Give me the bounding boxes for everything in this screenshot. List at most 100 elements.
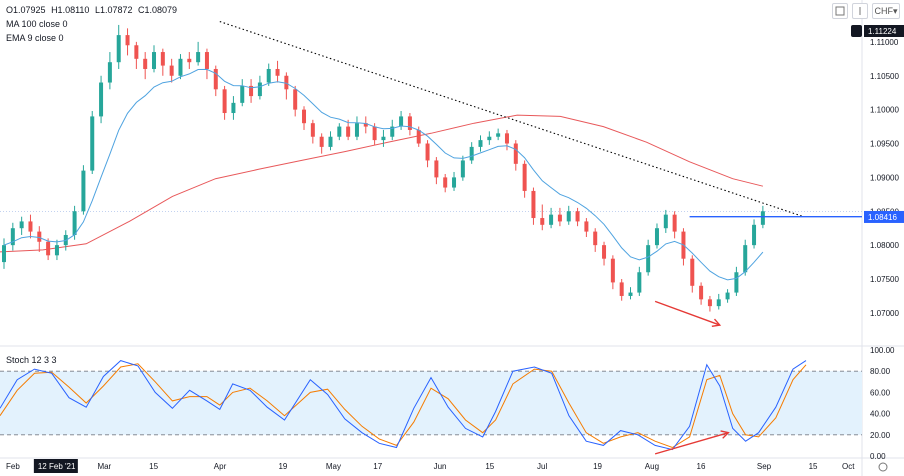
candle-body <box>178 58 183 76</box>
candle-body <box>266 68 271 83</box>
stoch-d-line <box>0 363 807 449</box>
candle-body <box>690 258 695 286</box>
candle-body <box>540 218 545 225</box>
candle-body <box>90 116 95 171</box>
x-tick-label: Jun <box>434 462 447 471</box>
candle-body <box>284 75 289 90</box>
candle-body <box>443 177 448 188</box>
candle-body <box>169 65 174 76</box>
x-tick-label: 15 <box>485 462 494 471</box>
x-tick-label: 19 <box>593 462 602 471</box>
candle-body <box>434 160 439 178</box>
candle-body <box>734 272 739 293</box>
candle-body <box>584 221 589 232</box>
candle-body <box>416 129 421 144</box>
x-tick-label: Sep <box>757 462 772 471</box>
ohlc-legend: O1.07925 H1.08110 L1.07872 C1.08079 <box>6 5 180 15</box>
candle-body <box>354 123 359 137</box>
stoch-tick-label: 80.00 <box>870 367 891 376</box>
price-divergence-arrow-head <box>711 318 722 327</box>
stoch-tick-label: 20.00 <box>870 431 891 440</box>
candle-body <box>760 211 765 225</box>
eye-icon-glyph <box>835 6 845 16</box>
candle-body <box>231 102 236 114</box>
stoch-divergence-arrow-shaft <box>654 432 729 455</box>
stoch-band <box>0 371 862 435</box>
candle-body <box>725 292 730 300</box>
stoch-divergence-arrow-head <box>720 430 730 439</box>
candle-body <box>160 52 165 66</box>
currency-button[interactable]: CHF▾ <box>872 3 900 19</box>
candle-body <box>143 58 148 69</box>
top-price-tag-icon <box>851 25 862 37</box>
candle-body <box>743 245 748 273</box>
x-tick-label: Apr <box>214 462 227 471</box>
x-tick-label: 15 <box>809 462 818 471</box>
eye-icon[interactable] <box>832 3 848 19</box>
price-tick-label: 1.10500 <box>870 72 899 81</box>
stoch-legend[interactable]: Stoch 12 3 3 <box>6 355 57 365</box>
candle-body <box>637 272 642 293</box>
candle-body <box>487 136 492 141</box>
candle-body <box>646 245 651 273</box>
price-divergence-arrow-shaft <box>654 300 721 326</box>
candle-body <box>10 228 15 246</box>
candle-body <box>699 285 704 300</box>
candle-body <box>302 109 307 124</box>
price-tick-label: 1.07000 <box>870 309 899 318</box>
stoch-tick-label: 100.00 <box>870 346 895 355</box>
stoch-tick-label: 60.00 <box>870 388 891 397</box>
stoch-k-line <box>0 360 807 451</box>
candle-body <box>663 214 668 229</box>
x-tick-label: Aug <box>645 462 659 471</box>
price-tick-label: 1.07500 <box>870 275 899 284</box>
candle-body <box>460 160 465 178</box>
candle-body <box>390 126 395 137</box>
candle-body <box>28 221 33 232</box>
candle-body <box>187 58 192 63</box>
ma100-line <box>0 114 764 253</box>
candle-body <box>610 258 615 283</box>
candle-body <box>504 133 509 144</box>
x-tick-label: Oct <box>842 462 855 471</box>
x-tick-label: 15 <box>149 462 158 471</box>
candle-body <box>628 292 633 296</box>
ohlc-low: L1.07872 <box>94 5 133 15</box>
lock-icon[interactable] <box>852 3 868 19</box>
x-tick-highlight <box>33 459 78 473</box>
candle-body <box>346 126 351 137</box>
candle-body <box>257 82 262 97</box>
candle-body <box>549 214 554 225</box>
x-tick-label: Feb <box>6 462 20 471</box>
x-tick-label: 16 <box>697 462 706 471</box>
x-tick-label: Mar <box>97 462 111 471</box>
candle-body <box>54 245 59 256</box>
ma-legend[interactable]: MA 100 close 0 <box>6 19 68 29</box>
ema9-line <box>3 68 764 281</box>
top-price-tag <box>864 25 904 37</box>
candle-body <box>107 62 112 83</box>
x-tick-label: 19 <box>278 462 287 471</box>
candle-body <box>496 133 501 137</box>
candle-body <box>328 136 333 147</box>
candle-body <box>81 170 86 212</box>
ema-legend[interactable]: EMA 9 close 0 <box>6 33 64 43</box>
candle-body <box>213 68 218 90</box>
price-tick-label: 1.10000 <box>870 106 899 115</box>
candle-body <box>602 245 607 259</box>
candle-body <box>152 52 157 69</box>
candle-body <box>72 211 77 235</box>
current-price-label: 1.08416 <box>868 213 897 222</box>
candle-body <box>619 282 624 296</box>
candle-body <box>46 241 51 256</box>
candle-body <box>310 123 315 137</box>
candle-body <box>116 35 121 63</box>
candle-body <box>399 116 404 127</box>
candle-body <box>425 143 430 161</box>
candle-body <box>531 190 536 219</box>
candle-body <box>452 177 457 188</box>
candle-body <box>469 146 474 161</box>
stoch-tick-label: 40.00 <box>870 410 891 419</box>
candle-body <box>125 35 130 46</box>
